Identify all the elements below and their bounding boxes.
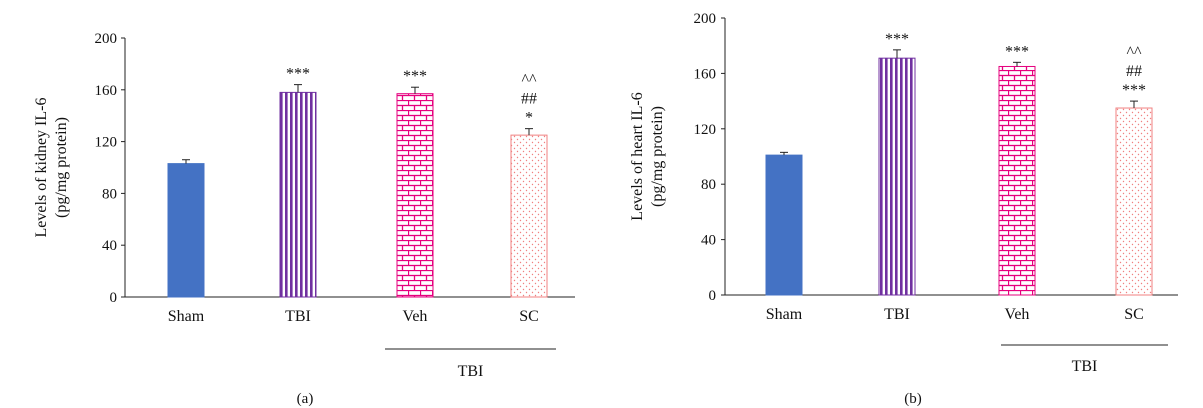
- y-axis-label-line: Levels of kidney IL-6: [33, 98, 50, 238]
- y-tick-label: 120: [694, 122, 717, 138]
- y-tick-label: 160: [694, 66, 717, 82]
- y-tick-label: 0: [110, 290, 118, 306]
- bar: [1115, 107, 1153, 296]
- y-tick-label: 200: [95, 31, 118, 47]
- panel-label: (b): [904, 391, 922, 407]
- significance-label: ***: [885, 31, 909, 48]
- significance-label: ##: [521, 91, 537, 108]
- bar: [279, 91, 317, 298]
- y-tick-label: 80: [102, 186, 117, 202]
- y-tick-label: 40: [701, 233, 716, 249]
- x-tick-label: TBI: [884, 306, 910, 323]
- x-tick-label: Sham: [168, 308, 205, 325]
- significance-label: ***: [1005, 43, 1029, 60]
- bar: [396, 93, 434, 298]
- significance-label: ***: [286, 66, 310, 83]
- y-axis-label-line: (pg/mg protein): [53, 117, 70, 218]
- significance-label: ***: [1122, 82, 1146, 99]
- y-axis-label: Levels of kidney IL-6 (pg/mg protein): [33, 98, 70, 238]
- panel-label: (a): [297, 391, 314, 407]
- bar: [765, 154, 803, 296]
- x-tick-label: Veh: [403, 308, 428, 325]
- bar: [878, 57, 916, 296]
- x-tick-label: Veh: [1005, 306, 1030, 323]
- x-tick-label: SC: [519, 308, 539, 325]
- chart-panel-a: 0 40 80 120 160 200 Levels of kidney IL-6 (pg/m…: [33, 31, 575, 407]
- y-tick-label: 120: [95, 135, 118, 151]
- y-tick-label: 0: [709, 288, 717, 304]
- group-label: TBI: [1072, 358, 1098, 375]
- y-tick-label: 40: [102, 238, 117, 254]
- bar: [510, 134, 548, 298]
- bar: [998, 65, 1036, 296]
- y-axis-label-line: Levels of heart IL-6: [629, 92, 646, 220]
- significance-label: *: [525, 110, 533, 127]
- group-label: TBI: [458, 363, 484, 380]
- x-tick-label: SC: [1124, 306, 1144, 323]
- chart-panel-b: 0 40 80 120 160 200 Levels of heart IL-6 (pg/mg…: [629, 11, 1178, 407]
- x-tick-label: Sham: [766, 306, 803, 323]
- x-tick-label: TBI: [285, 308, 311, 325]
- significance-label: ^^: [1126, 44, 1142, 61]
- significance-label: ^^: [521, 72, 537, 89]
- bar: [167, 163, 205, 298]
- y-axis-label: Levels of heart IL-6 (pg/mg protein): [629, 92, 666, 220]
- y-tick-label: 80: [701, 177, 716, 193]
- significance-label: ***: [403, 68, 427, 85]
- y-axis-label-line: (pg/mg protein): [649, 106, 666, 207]
- y-tick-label: 200: [694, 11, 717, 27]
- significance-label: ##: [1126, 63, 1142, 80]
- y-tick-label: 160: [95, 83, 118, 99]
